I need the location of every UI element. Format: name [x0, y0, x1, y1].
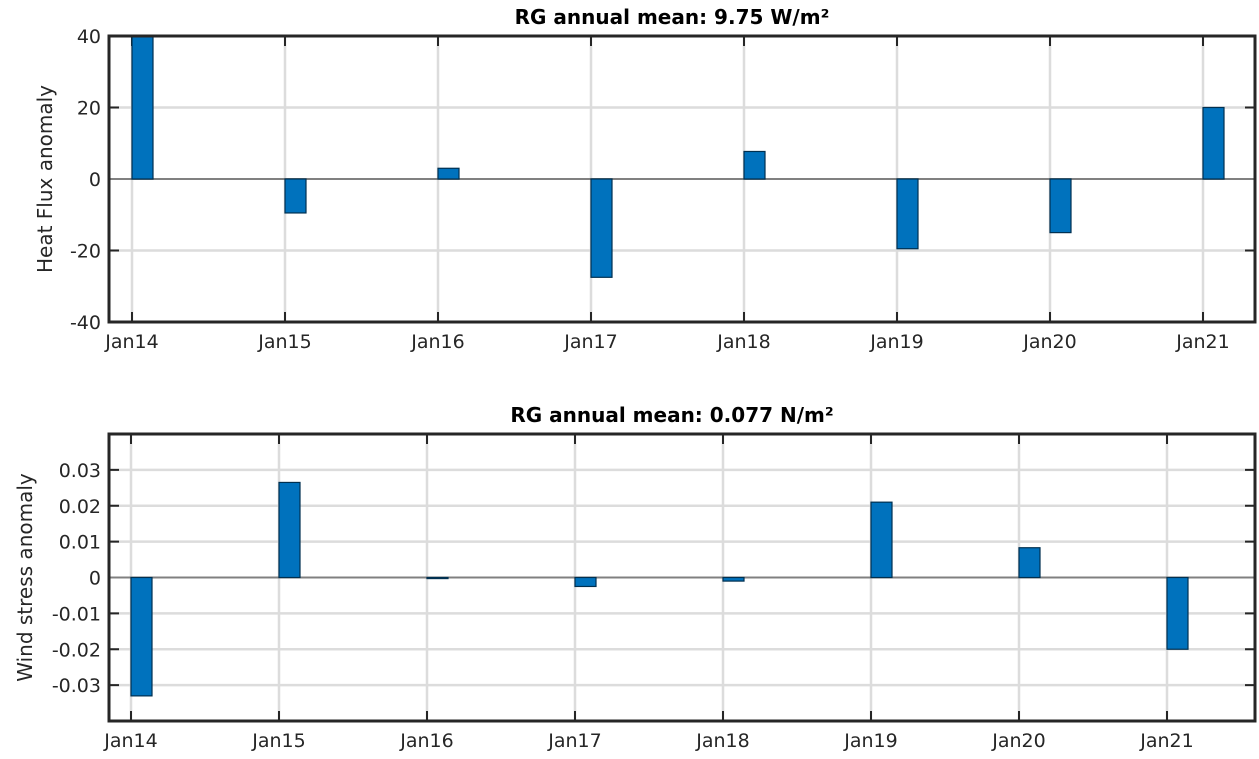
bar-Jan17: [574, 576, 597, 588]
x-tick-label: Jan19: [843, 730, 897, 752]
x-tick-label: Jan15: [251, 730, 305, 752]
x-tick-label: Jan15: [257, 331, 311, 353]
y-tick-label: 0.02: [59, 496, 101, 518]
y-tick-label: 0: [89, 169, 101, 191]
bar-Jan16: [437, 167, 460, 180]
axes-frame: [107, 34, 1257, 324]
bar-Jan18: [722, 576, 745, 582]
y-tick-label: 20: [77, 98, 101, 120]
bar-Jan15: [284, 178, 307, 214]
bar-Jan15: [278, 481, 301, 579]
y-tick-label: -20: [70, 241, 101, 263]
bar-Jan14: [130, 576, 153, 697]
bar-Jan19: [870, 501, 893, 579]
chart-title: RG annual mean: 0.077 N/m²: [510, 403, 833, 427]
y-tick-label: -0.01: [52, 603, 101, 625]
x-tick-label: Jan19: [869, 331, 923, 353]
y-tick-label: -0.02: [52, 639, 101, 661]
bar-Jan18: [743, 150, 766, 180]
x-tick-label: Jan20: [1022, 331, 1076, 353]
bar-Jan21: [1166, 576, 1189, 650]
x-tick-label: Jan21: [1139, 730, 1193, 752]
x-tick-label: Jan14: [103, 730, 157, 752]
y-tick-label: -0.03: [52, 675, 101, 697]
bar-Jan21: [1202, 106, 1225, 180]
y-axis-label: Wind stress anomaly: [13, 473, 37, 682]
y-tick-label: -40: [70, 312, 101, 334]
bar-Jan20: [1018, 547, 1041, 579]
heat-flux-panel: RG annual mean: 9.75 W/m² Heat Flux anom…: [33, 5, 1257, 353]
x-tick-label: Jan17: [547, 730, 601, 752]
wind-stress-panel: RG annual mean: 0.077 N/m² Wind stress a…: [13, 403, 1257, 752]
chart-title: RG annual mean: 9.75 W/m²: [515, 5, 830, 29]
x-tick-label: Jan17: [563, 331, 617, 353]
y-tick-label: 0.01: [59, 532, 101, 554]
x-tick-label: Jan14: [104, 331, 158, 353]
x-tick-label: Jan18: [695, 730, 749, 752]
bar-Jan17: [590, 178, 613, 278]
axes-frame: [107, 432, 1257, 723]
x-tick-label: Jan21: [1175, 331, 1229, 353]
y-axis-label: Heat Flux anomaly: [33, 85, 57, 273]
x-tick-label: Jan16: [410, 331, 464, 353]
bar-Jan19: [896, 178, 919, 250]
bar-Jan14: [131, 35, 154, 180]
y-tick-label: 40: [77, 26, 101, 48]
y-tick-label: 0.03: [59, 460, 101, 482]
x-tick-label: Jan18: [716, 331, 770, 353]
bar-Jan16: [426, 576, 449, 580]
x-tick-label: Jan16: [399, 730, 453, 752]
y-tick-label: 0: [89, 568, 101, 590]
x-tick-label: Jan20: [991, 730, 1045, 752]
bar-Jan20: [1049, 178, 1072, 234]
